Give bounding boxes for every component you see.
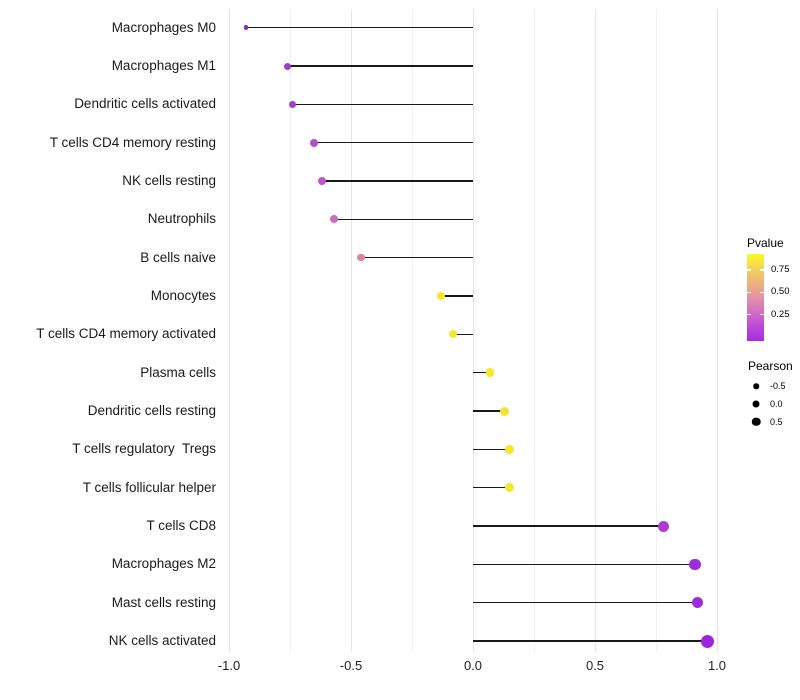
y-label: Mast cells resting <box>111 594 216 610</box>
lollipop-stem <box>473 448 510 451</box>
lollipop-dot <box>284 62 292 70</box>
y-label: T cells CD8 <box>146 518 216 534</box>
lollipop-dot <box>700 634 714 648</box>
colorbar-tick-label: 0.25 <box>771 308 790 320</box>
pearson-legend-item: 0.0 <box>748 395 800 413</box>
lollipop-stem <box>473 563 696 566</box>
lollipop-dot <box>329 215 338 224</box>
pearson-size-label: 0.0 <box>770 398 783 409</box>
pearson-size-dot <box>751 417 761 426</box>
y-label: T cells follicular helper <box>82 479 216 495</box>
plot-panel <box>220 9 734 652</box>
lollipop-stem <box>441 295 473 297</box>
pearson-size-dot <box>753 383 759 389</box>
gridline-minor <box>655 9 657 652</box>
lollipop-dot <box>243 25 249 30</box>
lollipop-stem <box>287 65 473 67</box>
colorbar-tick-mark <box>760 291 764 294</box>
pearson-legend-item: -0.5 <box>748 377 800 395</box>
lollipop-stem <box>473 486 510 489</box>
pearson-legend-item: 0.5 <box>748 413 800 431</box>
pearson-size-label: -0.5 <box>770 381 786 391</box>
lollipop-stem <box>473 525 664 527</box>
lollipop-dot <box>500 406 510 416</box>
y-label: NK cells resting <box>122 173 216 189</box>
y-label: Neutrophils <box>147 211 216 227</box>
gridline-major <box>228 9 230 652</box>
lollipop-stem <box>246 26 473 29</box>
lollipop-stem <box>292 103 473 106</box>
lollipop-dot <box>689 558 701 571</box>
lollipop-dot <box>288 100 296 108</box>
y-label: Dendritic cells resting <box>87 403 216 419</box>
lollipop-stem <box>473 371 491 374</box>
colorbar-tick-label: 0.75 <box>771 264 790 275</box>
y-label: T cells CD4 memory activated <box>36 326 216 342</box>
y-label: Macrophages M0 <box>111 19 216 35</box>
lollipop-dot <box>505 444 515 454</box>
pearson-legend-title: Pearson <box>748 359 793 373</box>
lollipop-dot <box>691 596 704 609</box>
gridline-major <box>716 9 718 652</box>
colorbar-tick-mark <box>760 313 764 316</box>
x-tick-label: -1.0 <box>217 658 241 673</box>
colorbar-tick-mark <box>760 269 764 271</box>
lollipop-dot <box>437 292 446 301</box>
y-label: T cells regulatory Tregs <box>72 441 216 457</box>
lollipop-stem <box>453 333 473 336</box>
colorbar-tick-mark <box>747 269 751 271</box>
x-tick-label: 1.0 <box>707 658 727 673</box>
lollipop-stem <box>473 640 708 642</box>
pearson-legend: Pearson -0.5 0.0 0.5 <box>748 359 800 434</box>
y-label: T cells CD4 memory resting <box>49 134 216 150</box>
pvalue-colorbar-gradient: 0.75 0.50 0.25 <box>747 254 790 341</box>
gridline-major <box>350 9 352 652</box>
x-tick-label: -0.5 <box>339 658 363 673</box>
y-label: B cells naive <box>140 249 216 265</box>
lollipop-stem <box>321 180 473 182</box>
y-label: Dendritic cells activated <box>74 96 216 112</box>
gridline-minor <box>289 9 291 652</box>
gridline-minor <box>411 9 413 652</box>
x-tick-label: 0.0 <box>463 658 483 673</box>
pearson-size-dot <box>752 400 760 408</box>
pearson-size-label: 0.5 <box>770 416 783 427</box>
lollipop-dot <box>317 177 326 186</box>
lollipop-dot <box>310 138 319 147</box>
pvalue-legend: Pvalue 0.75 0.50 0.25 <box>747 236 800 346</box>
lollipop-stem <box>333 218 473 221</box>
lollipop-stem <box>473 601 698 604</box>
lollipop-stem <box>473 410 505 412</box>
colorbar-tick-label: 0.50 <box>771 286 790 298</box>
colorbar-tick-mark <box>747 313 751 316</box>
lollipop-stem <box>360 256 473 259</box>
lollipop-dot <box>485 368 495 377</box>
gridline-major <box>472 9 474 652</box>
lollipop-dot <box>657 520 669 532</box>
lollipop-dot <box>449 330 458 339</box>
colorbar-tick-mark <box>747 291 751 294</box>
pvalue-legend-title: Pvalue <box>747 236 784 250</box>
gridline-major <box>594 9 596 652</box>
y-label: Macrophages M1 <box>111 58 216 74</box>
y-label: Macrophages M2 <box>111 556 216 572</box>
gridline-minor <box>533 9 535 652</box>
x-tick-label: 0.5 <box>585 658 605 673</box>
y-label: Plasma cells <box>140 364 216 380</box>
lollipop-dot <box>505 483 515 493</box>
y-label: NK cells activated <box>108 633 216 649</box>
y-label: Monocytes <box>150 288 216 304</box>
lollipop-dot <box>357 253 365 262</box>
lollipop-stem <box>314 141 473 144</box>
